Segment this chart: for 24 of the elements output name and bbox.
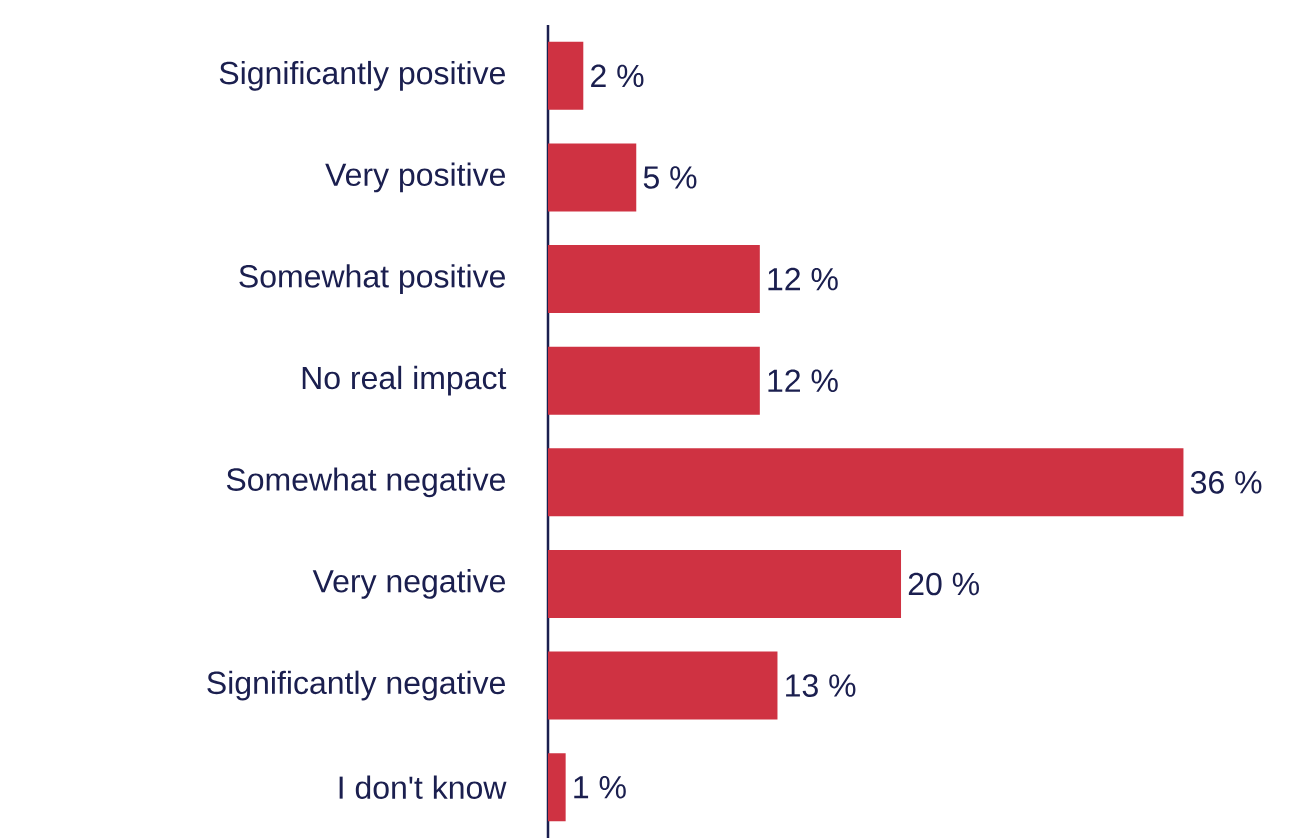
bar — [548, 143, 637, 212]
y-tick-label: Very negative — [312, 569, 505, 599]
bar — [548, 448, 1184, 517]
bar — [548, 549, 902, 618]
data-label: 2 % — [591, 64, 644, 88]
y-tick-label: No real impact — [302, 365, 507, 396]
data-label: 1 % — [574, 776, 626, 799]
bar — [548, 753, 566, 822]
data-label: 5 % — [643, 166, 697, 189]
y-tick-label: Significantly positive — [219, 60, 505, 91]
data-label: 13 % — [786, 674, 856, 697]
data-label: 36 % — [1190, 471, 1262, 494]
bar — [548, 651, 778, 720]
y-tick-label: Somewhat negative — [226, 467, 505, 498]
y-tick-label: I don't know — [339, 775, 507, 799]
bar — [548, 245, 760, 314]
y-tick-label: Significantly negative — [207, 670, 505, 701]
y-tick-label: Somewhat positive — [239, 264, 505, 294]
bar — [548, 41, 584, 110]
bar — [548, 346, 760, 415]
data-label: 20 % — [908, 572, 979, 596]
data-label: 12 % — [768, 267, 838, 291]
y-tick-label: Very positive — [325, 162, 505, 193]
data-label: 12 % — [768, 369, 838, 392]
